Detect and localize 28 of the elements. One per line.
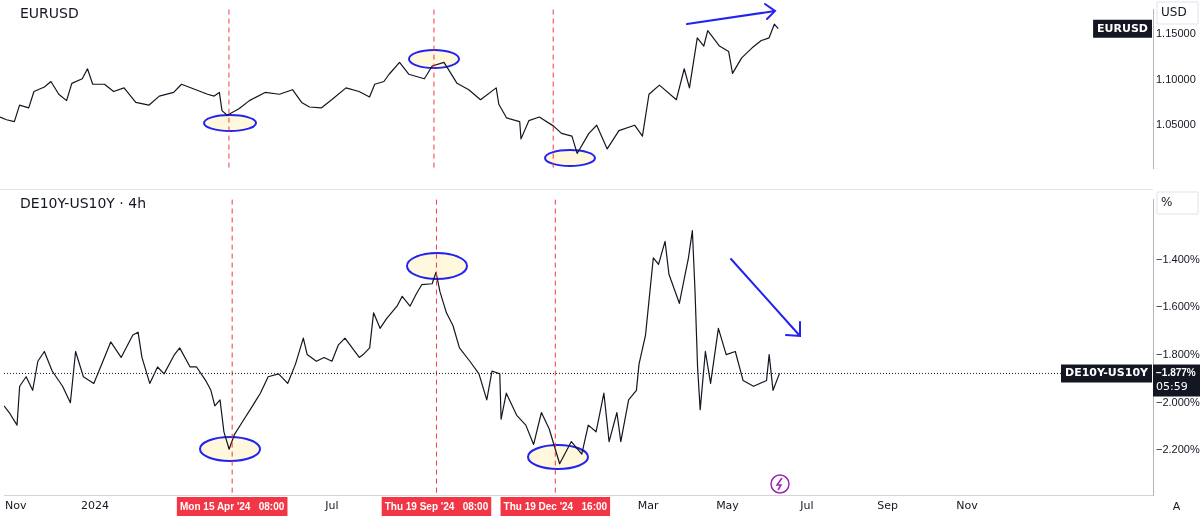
y-tick-label: 1.05000: [1156, 118, 1196, 131]
text: 05:59: [1156, 380, 1188, 394]
x-tick-label: 2024: [81, 499, 110, 513]
y-axis-title: %: [1161, 195, 1173, 210]
ref-line-label: −1.877%: [1156, 367, 1196, 379]
y-tick-label: −1.600%: [1156, 300, 1200, 313]
x-tick-label: Nov: [5, 499, 27, 513]
chart-title: EURUSD: [20, 4, 79, 21]
ref-line-label: Mon 15 Apr '24 08:00: [180, 500, 285, 512]
y-tick-label: 1.15000: [1156, 27, 1196, 40]
x-tick-label: May: [716, 499, 740, 513]
y-tick-label: −1.800%: [1156, 348, 1200, 361]
x-tick-label: Nov: [956, 499, 979, 513]
ref-line-label: Thu 19 Dec '24 16:00: [503, 500, 608, 512]
chart-title: DE10Y-US10Y · 4h: [20, 194, 147, 211]
x-tick-label: Jul: [324, 499, 339, 513]
ref-line-label: Thu 19 Sep '24 08:00: [384, 500, 489, 512]
text: EURUSD: [1097, 21, 1148, 35]
y-tick-label: −1.400%: [1156, 252, 1200, 265]
y-axis-title: USD: [1161, 5, 1187, 20]
y-tick-label: −2.200%: [1156, 443, 1200, 456]
text: DE10Y-US10Y: [1065, 366, 1150, 380]
x-tick-label: Mar: [637, 499, 659, 513]
text: A: [1172, 499, 1181, 513]
x-tick-label: Sep: [877, 499, 898, 513]
y-tick-label: −2.000%: [1156, 395, 1200, 408]
x-tick-label: Jul: [799, 499, 814, 513]
y-tick-label: 1.10000: [1156, 72, 1196, 85]
